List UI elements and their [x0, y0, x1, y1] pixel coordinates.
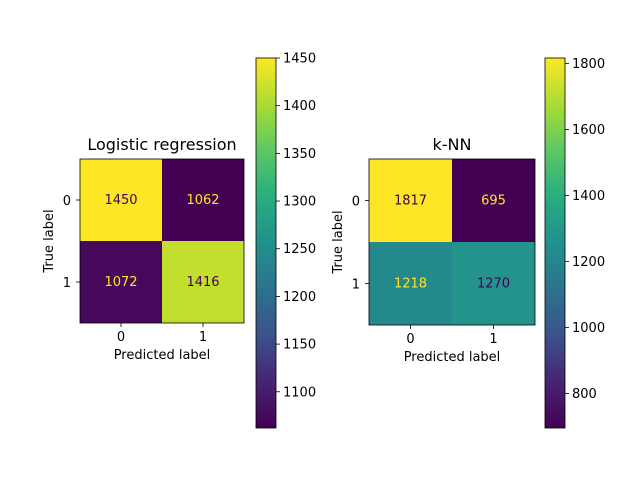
heatmap-cell	[452, 159, 535, 242]
y-axis-label: True label	[331, 210, 346, 274]
y-axis-label: True label	[42, 209, 57, 273]
y-tick-label: 0	[63, 194, 71, 209]
confusion-matrix-2: 1817 695 1218 1270 k-NN 0 1 0 1 Predicted label Tr…	[331, 57, 605, 429]
colorbar-tick-label: 800	[572, 387, 597, 402]
heatmap-cell	[80, 159, 162, 241]
colorbar-tick-label: 1250	[283, 242, 316, 257]
cell-value-label: 1450	[104, 193, 137, 208]
colorbar-tick-label: 1200	[283, 290, 316, 305]
colorbar-tick-label: 1000	[572, 321, 605, 336]
axes-frame	[79, 158, 245, 324]
x-axis-label: Predicted label	[404, 350, 501, 365]
colorbar-frame	[544, 57, 566, 429]
colorbar-tick-label: 1200	[572, 255, 605, 270]
heatmap-cell	[369, 159, 452, 242]
colorbar-tick-label: 1300	[283, 195, 316, 210]
x-axis-label: Predicted label	[114, 348, 211, 363]
colorbar-tick-label: 1400	[283, 99, 316, 114]
x-tick-label: 1	[199, 330, 207, 345]
heatmap-cell	[369, 242, 452, 325]
colorbar-tick-label: 1800	[572, 57, 605, 72]
cell-value-label: 1270	[477, 277, 510, 292]
x-tick-label: 1	[489, 332, 497, 347]
colorbar-tick-label: 1150	[283, 338, 316, 353]
colorbar-frame	[255, 57, 277, 429]
cell-value-label: 1072	[104, 275, 137, 290]
colorbar-tick-label: 1350	[283, 147, 316, 162]
y-tick-label: 0	[352, 195, 360, 210]
y-tick-label: 1	[63, 276, 71, 291]
cell-value-label: 1062	[186, 193, 219, 208]
cell-value-label: 1817	[394, 194, 427, 209]
colorbar	[545, 58, 565, 428]
colorbar-tick-label: 1100	[283, 385, 316, 400]
colorbar-tick-label: 1400	[572, 189, 605, 204]
cell-value-label: 1416	[186, 275, 219, 290]
x-tick-label: 0	[406, 332, 414, 347]
heatmap-cell	[452, 242, 535, 325]
cell-value-label: 695	[481, 194, 506, 209]
cell-value-label: 1218	[394, 277, 427, 292]
axes-frame	[368, 158, 536, 326]
confusion-matrix-1: 1450 1062 1072 1416 Logistic regression 0 1 0 1 P…	[42, 52, 316, 429]
chart-title: Logistic regression	[87, 135, 236, 154]
heatmap-cell	[162, 159, 244, 241]
x-tick-label: 0	[117, 330, 125, 345]
chart-title: k-NN	[433, 135, 472, 154]
colorbar	[256, 58, 276, 428]
colorbar-tick-label: 1450	[283, 52, 316, 67]
colorbar-tick-label: 1600	[572, 123, 605, 138]
heatmap-cell	[80, 241, 162, 323]
heatmap-cell	[162, 241, 244, 323]
y-tick-label: 1	[352, 278, 360, 293]
